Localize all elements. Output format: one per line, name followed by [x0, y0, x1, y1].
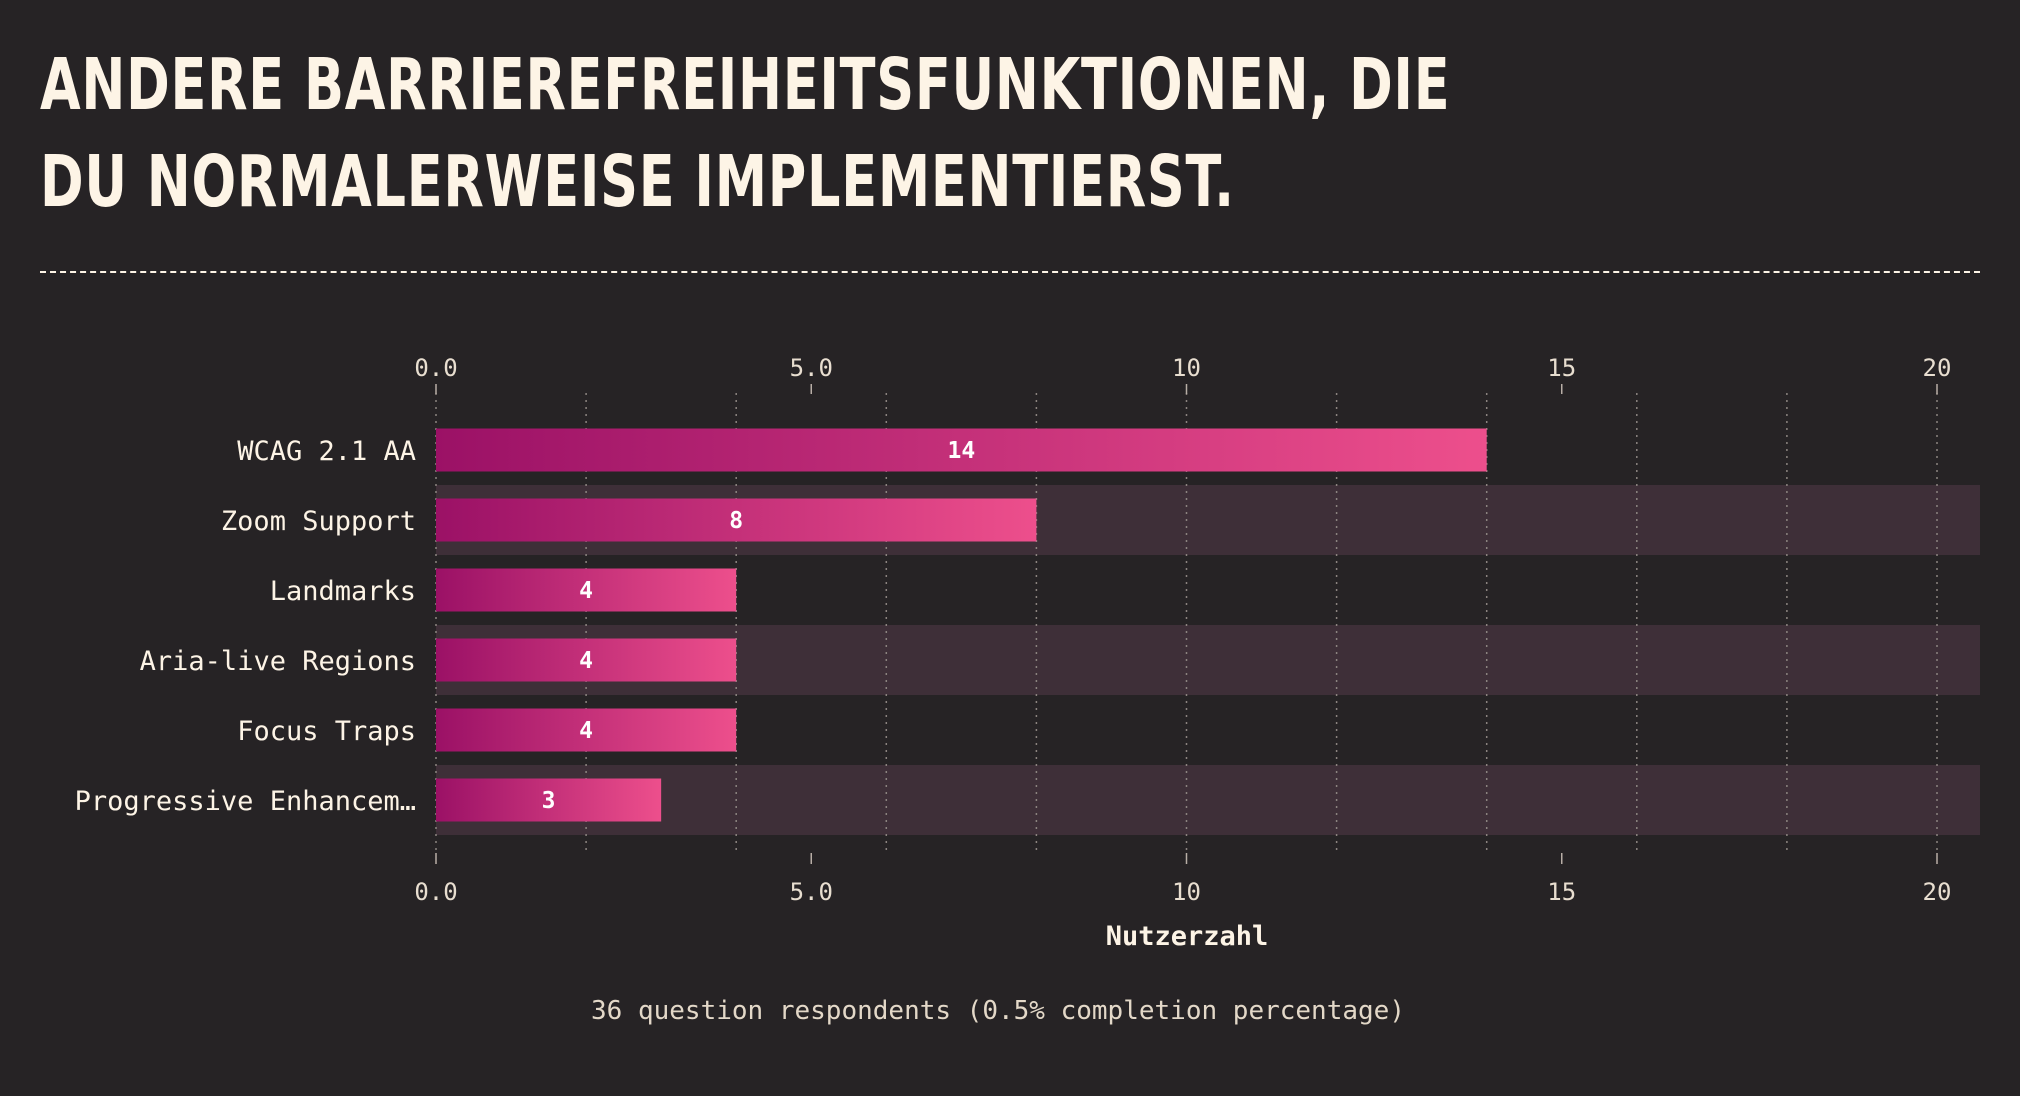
bar-value-label: 14: [947, 438, 975, 464]
bars: [436, 428, 1487, 822]
category-label: Focus Traps: [237, 716, 416, 747]
chart-title: ANDERE BARRIEREFREIHEITSFUNKTIONEN, DIE …: [40, 43, 1451, 223]
x-tick-label-top: 20: [1923, 354, 1952, 382]
bar-chart: 0.0 5.0 10 15 20 0.0 5.0 10 15 20 WCAG 2.1 AA Zoo…: [75, 354, 1980, 952]
bar-value-label: 4: [579, 648, 593, 674]
title-divider: [40, 271, 1980, 273]
bar-value-label: 8: [729, 508, 743, 534]
bar-value-label: 4: [579, 578, 593, 604]
x-tick-label-bottom: 5.0: [790, 878, 833, 906]
x-tick-label-bottom: 10: [1172, 878, 1201, 906]
bar: [436, 708, 737, 752]
value-labels: 14 8 4 4 4 3: [542, 438, 976, 814]
bar-value-label: 4: [579, 718, 593, 744]
category-label: Zoom Support: [221, 506, 416, 537]
x-tick-label-bottom: 20: [1923, 878, 1952, 906]
category-label: Landmarks: [270, 576, 416, 607]
bar: [436, 498, 1037, 542]
x-axis-bottom: 0.0 5.0 10 15 20: [414, 853, 1951, 906]
x-tick-label-bottom: 15: [1547, 878, 1576, 906]
bar-value-label: 3: [542, 788, 556, 814]
x-tick-label-top: 5.0: [790, 354, 833, 382]
row-band: [436, 765, 1980, 835]
x-tick-label-top: 10: [1172, 354, 1201, 382]
category-label: WCAG 2.1 AA: [237, 436, 416, 467]
x-tick-label-top: 0.0: [414, 354, 457, 382]
x-axis-title: Nutzerzahl: [1106, 921, 1269, 952]
bar: [436, 428, 1487, 472]
bar: [436, 568, 737, 612]
category-label: Progressive Enhancem…: [75, 786, 416, 817]
bar: [436, 778, 662, 822]
respondents-note: 36 question respondents (0.5% completion…: [591, 996, 1405, 1026]
x-tick-label-bottom: 0.0: [414, 878, 457, 906]
category-label: Aria-live Regions: [140, 646, 416, 677]
x-axis-top: 0.0 5.0 10 15 20: [414, 354, 1951, 394]
category-labels: WCAG 2.1 AA Zoom Support Landmarks Aria-liv…: [75, 436, 416, 817]
x-tick-label-top: 15: [1547, 354, 1576, 382]
bar: [436, 638, 737, 682]
